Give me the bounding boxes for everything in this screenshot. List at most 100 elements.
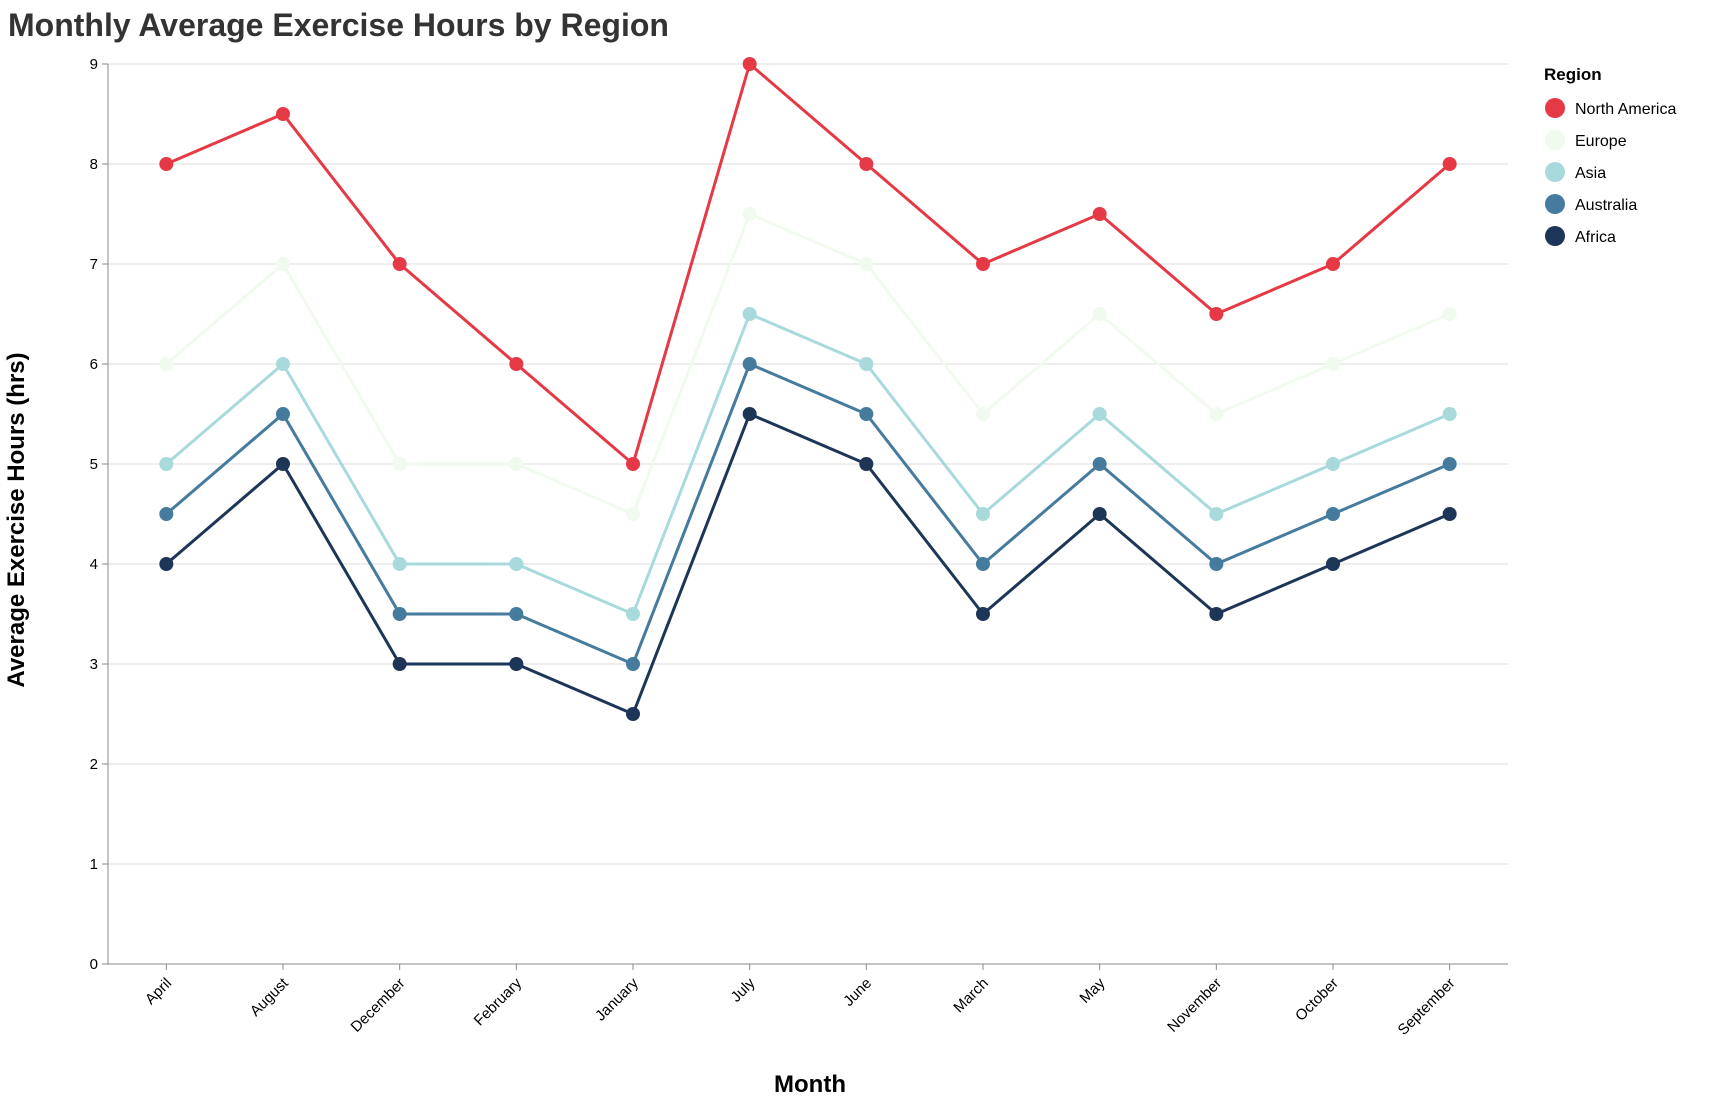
y-tick-label: 0 [90, 956, 98, 973]
legend-item-australia: Australia [1545, 194, 1637, 214]
legend-item-africa: Africa [1545, 226, 1616, 246]
data-point-asia [276, 357, 290, 371]
series-lines [159, 57, 1457, 721]
y-tick-label: 2 [90, 756, 98, 773]
x-axis-title: Month [774, 1071, 846, 1098]
data-point-africa [742, 407, 757, 421]
x-tick-label: January [592, 974, 642, 1024]
data-point-africa [626, 707, 640, 721]
legend-item-asia: Asia [1545, 162, 1606, 182]
data-point-europe [1092, 307, 1107, 321]
data-point-africa [509, 657, 524, 671]
data-point-asia [159, 457, 174, 471]
y-axis-title: Average Exercise Hours (hrs) [3, 352, 30, 687]
series-line-north-america [165, 62, 1451, 466]
x-tick-label: October [1292, 975, 1342, 1025]
data-point-australia [742, 357, 757, 371]
legend-swatch-africa [1545, 226, 1565, 246]
x-tick-label: June [840, 975, 875, 1010]
data-point-europe [1209, 407, 1224, 421]
y-tick-label: 5 [90, 456, 98, 473]
data-point-africa [976, 607, 990, 621]
series-africa [159, 407, 1457, 721]
gridlines [108, 63, 1508, 965]
data-point-africa [1326, 557, 1340, 571]
data-point-asia [742, 307, 757, 321]
y-tick-label: 1 [90, 856, 98, 873]
x-tick-label: February [471, 974, 526, 1029]
chart-title: Monthly Average Exercise Hours by Region [8, 7, 669, 43]
data-point-asia [626, 607, 640, 621]
data-point-asia [1209, 507, 1224, 521]
series-line-africa [165, 412, 1451, 716]
data-point-europe [509, 457, 524, 471]
data-point-europe [976, 407, 990, 421]
data-point-australia [1442, 457, 1457, 471]
legend-item-north-america: North America [1545, 98, 1676, 118]
series-asia [159, 307, 1457, 621]
legend-swatch-north-america [1545, 98, 1565, 118]
data-point-europe [1326, 357, 1340, 371]
legend-swatch-australia [1545, 194, 1565, 214]
data-point-north-america [159, 157, 174, 171]
data-point-australia [392, 607, 407, 621]
data-point-australia [859, 407, 874, 421]
data-point-africa [159, 557, 174, 571]
data-point-australia [626, 657, 640, 671]
x-tick-label: August [247, 974, 293, 1020]
y-tick-label: 6 [90, 356, 98, 373]
x-tick-label: July [728, 974, 759, 1005]
x-tick-label: December [348, 975, 409, 1036]
data-point-north-america [1092, 207, 1107, 221]
data-point-asia [1326, 457, 1340, 471]
data-point-africa [276, 457, 290, 471]
series-europe [159, 207, 1457, 521]
x-tick-label: September [1395, 975, 1459, 1039]
data-point-europe [859, 257, 874, 271]
data-point-north-america [976, 257, 990, 271]
x-tick-label: May [1076, 974, 1108, 1006]
data-point-north-america [742, 57, 757, 71]
series-line-australia [165, 362, 1451, 666]
legend-title: Region [1544, 65, 1602, 84]
y-tick-label: 3 [90, 656, 98, 673]
data-point-north-america [1442, 157, 1457, 171]
data-point-asia [392, 557, 407, 571]
legend: Region North America Europe Asia Australia A… [1544, 65, 1676, 246]
y-tick-label: 7 [90, 256, 98, 273]
data-point-north-america [509, 357, 524, 371]
data-point-asia [1442, 407, 1457, 421]
data-point-africa [392, 657, 407, 671]
x-tick-label: November [1164, 975, 1225, 1036]
legend-item-europe: Europe [1545, 130, 1627, 150]
data-point-asia [1092, 407, 1107, 421]
data-point-australia [509, 607, 524, 621]
legend-label-asia: Asia [1575, 165, 1606, 182]
data-point-australia [276, 407, 290, 421]
data-point-australia [1209, 557, 1224, 571]
data-point-africa [1092, 507, 1107, 521]
series-line-asia [165, 312, 1451, 616]
series-line-europe [165, 212, 1451, 516]
data-point-africa [859, 457, 874, 471]
data-point-africa [1209, 607, 1224, 621]
legend-swatch-asia [1545, 162, 1565, 182]
data-point-north-america [859, 157, 874, 171]
data-point-australia [159, 507, 174, 521]
data-point-europe [159, 357, 174, 371]
data-point-asia [976, 507, 990, 521]
y-tick-label: 8 [90, 156, 98, 173]
legend-label-north-america: North America [1575, 101, 1676, 118]
series-australia [159, 357, 1457, 671]
data-point-europe [742, 207, 757, 221]
data-point-europe [276, 257, 290, 271]
data-point-asia [509, 557, 524, 571]
axes: 0 1 2 3 4 5 6 7 8 9 April August December February Jan… [90, 56, 1508, 1039]
data-point-asia [859, 357, 874, 371]
data-point-north-america [276, 107, 290, 121]
y-tick-label: 4 [90, 556, 98, 573]
x-tick-label: March [950, 975, 991, 1016]
data-point-australia [1092, 457, 1107, 471]
